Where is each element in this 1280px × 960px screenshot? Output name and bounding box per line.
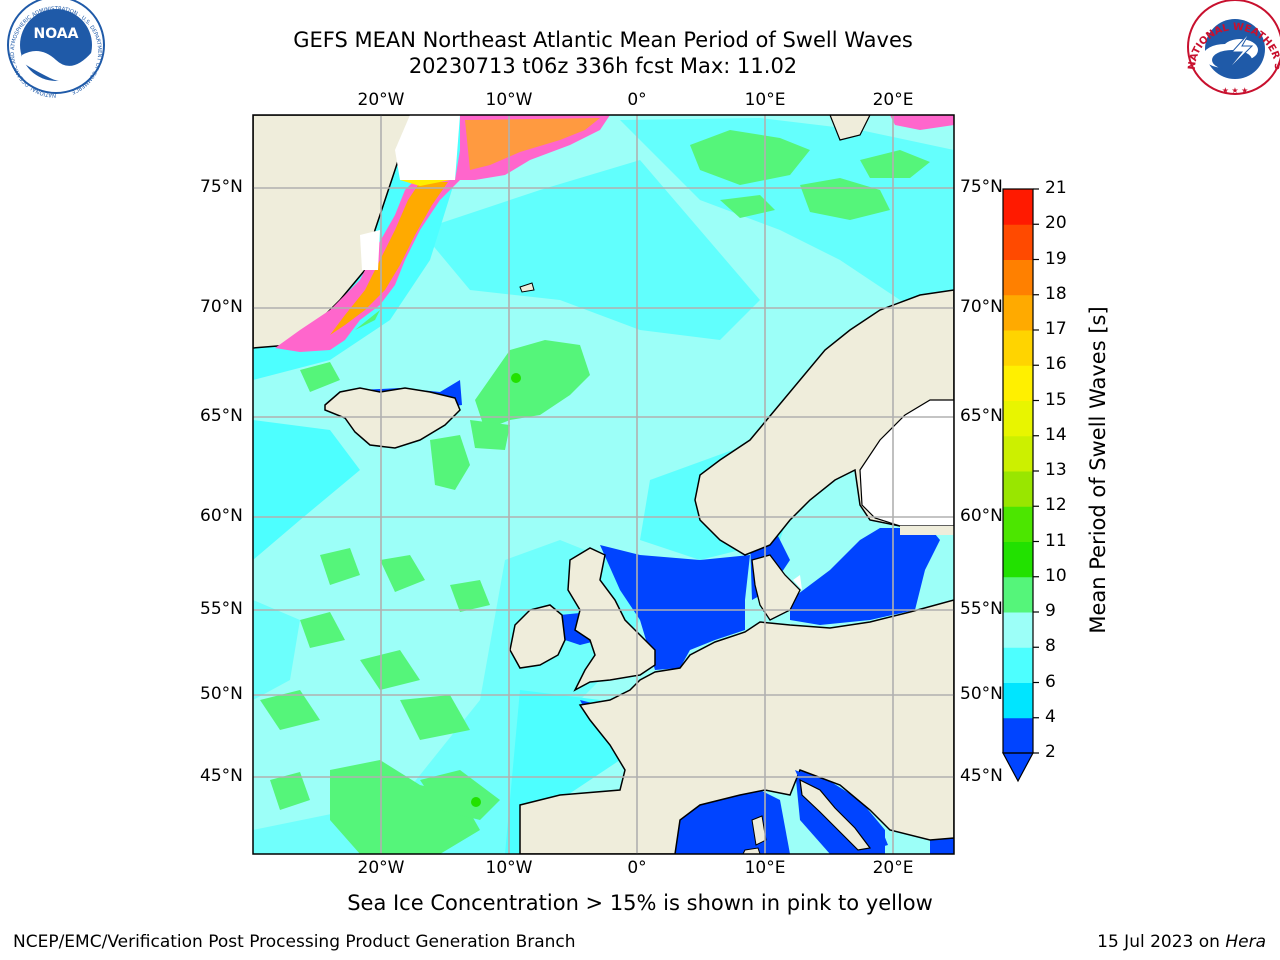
svg-text:★ ★ ★: ★ ★ ★ xyxy=(1222,86,1249,95)
lat-label-right-50n: 50°N xyxy=(960,684,1003,704)
colorbar xyxy=(1001,188,1039,783)
footer-date: 15 Jul 2023 on Hera xyxy=(1097,932,1266,952)
colorbar-segment-17-18 xyxy=(1003,294,1033,331)
colorbar-segment-10-11 xyxy=(1003,541,1033,578)
footer-credit: NCEP/EMC/Verification Post Processing Pr… xyxy=(13,932,576,952)
lon-label-top-10w: 10°W xyxy=(485,90,533,110)
lon-label-bottom-20e: 20°E xyxy=(872,858,914,878)
colorbar-segment-15-16 xyxy=(1003,365,1033,401)
lat-label-left-75n: 75°N xyxy=(200,177,243,197)
colorbar-tick-label-2: 2 xyxy=(1045,742,1056,762)
colorbar-tick-label-10: 10 xyxy=(1045,565,1067,586)
lat-label-right-75n: 75°N xyxy=(960,177,1003,197)
colorbar-segment-8-9 xyxy=(1003,612,1033,648)
lat-label-right-70n: 70°N xyxy=(960,297,1003,317)
lat-label-right-45n: 45°N xyxy=(960,766,1003,786)
map-subtitle: 20230713 t06z 336h fcst Max: 11.02 xyxy=(408,54,798,78)
colorbar-tick-label-12: 12 xyxy=(1045,495,1067,516)
colorbar-tick-label-18: 18 xyxy=(1045,283,1067,304)
colorbar-segment-16-17 xyxy=(1003,330,1033,366)
continental-europe-land xyxy=(519,599,954,854)
colorbar-tick-label-9: 9 xyxy=(1045,601,1056,621)
colorbar-tick-label-16: 16 xyxy=(1045,354,1067,375)
colorbar-segment-14-15 xyxy=(1003,400,1033,437)
lat-label-right-65n: 65°N xyxy=(960,406,1003,426)
colorbar-segment-20-21 xyxy=(1003,189,1033,225)
colorbar-segment-2-4 xyxy=(1003,717,1033,754)
lon-label-top-20w: 20°W xyxy=(357,90,405,110)
colorbar-tick-label-17: 17 xyxy=(1045,319,1067,339)
lat-label-left-45n: 45°N xyxy=(200,766,243,786)
lon-label-top-10e: 10°E xyxy=(744,90,786,110)
colorbar-segment-4-6 xyxy=(1003,682,1033,719)
lon-label-bottom-0: 0° xyxy=(627,858,647,878)
colorbar-tick-label-20: 20 xyxy=(1045,213,1067,234)
colorbar-segment-18-19 xyxy=(1003,259,1033,296)
colorbar-tick-label-15: 15 xyxy=(1045,389,1067,410)
lat-label-right-60n: 60°N xyxy=(960,506,1003,526)
map-title: GEFS MEAN Northeast Atlantic Mean Period… xyxy=(293,28,913,52)
nws-logo: NATIONAL WEATHER SERVICE ★ ★ ★ xyxy=(0,0,1280,95)
colorbar-tick-label-14: 14 xyxy=(1045,424,1067,445)
colorbar-segment-12-13 xyxy=(1003,471,1033,507)
colorbar-tick-label-13: 13 xyxy=(1045,460,1067,480)
swell-band-8-9 xyxy=(260,130,930,854)
map-panel xyxy=(253,115,954,854)
colorbar-tick-label-19: 19 xyxy=(1045,248,1067,269)
colorbar-tick-label-8: 8 xyxy=(1045,636,1056,657)
great-britain-land xyxy=(567,547,656,692)
svg-text:NATIONAL WEATHER SERVICE: NATIONAL WEATHER SERVICE xyxy=(0,0,1280,71)
ireland-land xyxy=(509,604,566,669)
colorbar-tick-label-4: 4 xyxy=(1045,706,1056,727)
lat-label-right-55n: 55°N xyxy=(960,599,1003,619)
colorbar-tick-label-6: 6 xyxy=(1045,671,1056,692)
lon-label-top-20e: 20°E xyxy=(872,90,914,110)
footer-host: Hera xyxy=(1225,932,1266,952)
lat-label-left-60n: 60°N xyxy=(200,506,243,526)
lat-label-left-65n: 65°N xyxy=(200,406,243,426)
colorbar-tick-label-21: 21 xyxy=(1045,178,1067,198)
map-gridlines xyxy=(253,115,954,854)
colorbar-segment-19-20 xyxy=(1003,224,1033,260)
colorbar-extend-arrow xyxy=(1001,752,1035,783)
colorbar-title: Mean Period of Swell Waves [s] xyxy=(1086,306,1110,634)
lon-label-top-0: 0° xyxy=(627,90,647,110)
lat-label-left-55n: 55°N xyxy=(200,599,243,619)
colorbar-segment-13-14 xyxy=(1003,435,1033,472)
lat-label-left-70n: 70°N xyxy=(200,297,243,317)
colorbar-segment-6-8 xyxy=(1003,647,1033,683)
colorbar-segment-11-12 xyxy=(1003,506,1033,542)
colorbar-segment-9-10 xyxy=(1003,576,1033,613)
sea-ice-caption: Sea Ice Concentration > 15% is shown in … xyxy=(347,891,933,915)
map-frame xyxy=(252,114,955,855)
lon-label-bottom-10e: 10°E xyxy=(744,858,786,878)
lon-label-bottom-20w: 20°W xyxy=(357,858,405,878)
svg-text:NOAA: NOAA xyxy=(34,26,79,42)
lon-label-bottom-10w: 10°W xyxy=(485,858,533,878)
colorbar-tick-label-11: 11 xyxy=(1045,530,1067,551)
lat-label-left-50n: 50°N xyxy=(200,684,243,704)
noaa-logo: NOAA NATIONAL OCEANIC AND ATMOSPHERIC AD… xyxy=(7,0,105,98)
no-data-area xyxy=(395,115,460,180)
